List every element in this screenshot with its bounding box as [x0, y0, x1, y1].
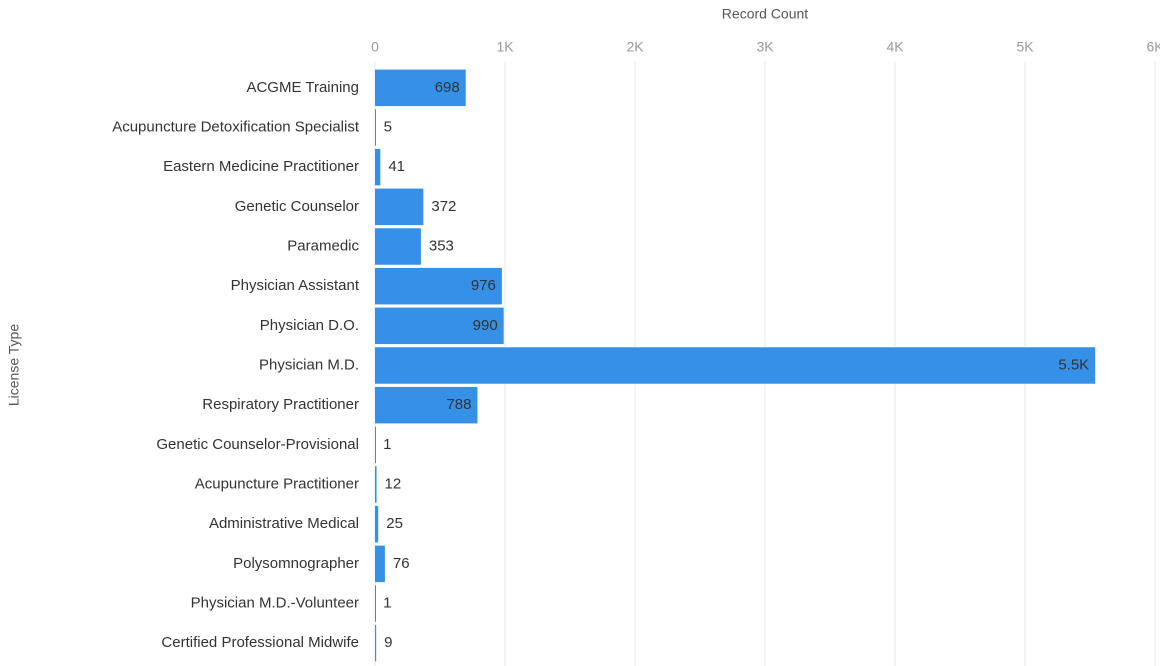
value-label: 5.5K — [1058, 356, 1089, 373]
value-label: 1 — [383, 594, 391, 611]
y-tick-label: Respiratory Practitioner — [202, 396, 359, 413]
bar — [375, 69, 466, 107]
bar — [375, 545, 385, 583]
bar — [375, 585, 376, 622]
y-tick-label: Physician D.O. — [260, 317, 359, 334]
value-label: 5 — [384, 118, 392, 135]
value-label: 698 — [435, 79, 460, 96]
y-tick-label: Acupuncture Practitioner — [195, 475, 359, 492]
value-label: 372 — [431, 198, 456, 215]
y-tick-label: Physician Assistant — [231, 277, 360, 294]
y-tick-label: Certified Professional Midwife — [161, 634, 359, 651]
y-tick-label: Paramedic — [287, 237, 359, 254]
bar — [375, 228, 421, 265]
x-tick-label: 1K — [496, 39, 514, 55]
value-label: 12 — [385, 475, 402, 492]
y-tick-label: Acupuncture Detoxification Specialist — [112, 118, 360, 135]
bar — [375, 347, 1096, 384]
y-axis-label: License Type — [6, 324, 22, 406]
value-label: 25 — [386, 515, 403, 532]
x-tick-label: 4K — [886, 39, 904, 55]
x-tick-label: 0 — [371, 39, 379, 55]
value-label: 990 — [473, 317, 498, 334]
y-tick-label: Genetic Counselor — [235, 198, 359, 215]
y-tick-label: Polysomnographer — [233, 555, 359, 572]
bar — [375, 505, 379, 543]
value-label: 41 — [388, 158, 405, 175]
x-tick-label: 3K — [756, 39, 774, 55]
value-label: 788 — [446, 396, 471, 413]
value-label: 976 — [471, 277, 496, 294]
bar — [375, 307, 504, 345]
bar — [375, 466, 377, 503]
value-label: 9 — [384, 634, 392, 651]
y-tick-label: Administrative Medical — [209, 515, 359, 532]
y-tick-label: Physician M.D.-Volunteer — [191, 594, 359, 611]
value-label: 76 — [393, 555, 410, 572]
bar — [375, 109, 376, 146]
x-tick-label: 5K — [1016, 39, 1034, 55]
x-axis-label: Record Count — [722, 6, 808, 22]
x-tick-label: 6K — [1146, 39, 1160, 55]
value-label: 1 — [383, 436, 391, 453]
value-label: 353 — [429, 237, 454, 254]
bar — [375, 188, 424, 226]
x-tick-label: 2K — [626, 39, 644, 55]
y-tick-label: Genetic Counselor-Provisional — [156, 436, 359, 453]
y-tick-label: ACGME Training — [246, 79, 359, 96]
bar — [375, 624, 377, 662]
bar — [375, 386, 478, 424]
bar — [375, 148, 381, 186]
bar — [375, 267, 502, 305]
bar — [375, 426, 376, 464]
y-tick-label: Physician M.D. — [259, 356, 359, 373]
y-tick-label: Eastern Medicine Practitioner — [163, 158, 359, 175]
